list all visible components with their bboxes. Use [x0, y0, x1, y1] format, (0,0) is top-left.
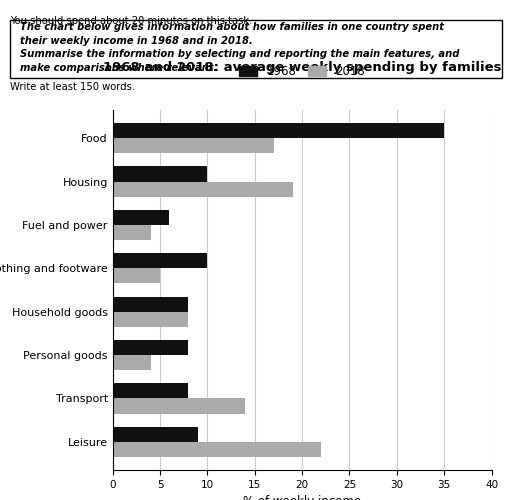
Bar: [113, 182, 293, 196]
Bar: [113, 253, 207, 268]
Text: You should spend about 20 minutes on this task.: You should spend about 20 minutes on thi…: [10, 16, 252, 26]
Bar: [113, 296, 188, 312]
Legend: 1968, 2018: 1968, 2018: [234, 60, 370, 82]
Bar: [113, 426, 198, 442]
Bar: [113, 138, 273, 154]
Bar: [113, 268, 160, 283]
Bar: [113, 210, 169, 225]
Bar: [113, 123, 444, 138]
Bar: [113, 166, 207, 182]
Text: Summarise the information by selecting and reporting the main features, and
make: Summarise the information by selecting a…: [20, 49, 459, 72]
Bar: [113, 340, 188, 355]
FancyBboxPatch shape: [10, 20, 502, 78]
Text: Write at least 150 words.: Write at least 150 words.: [10, 82, 135, 92]
Bar: [113, 355, 151, 370]
Bar: [113, 442, 321, 457]
Bar: [113, 398, 245, 413]
Bar: [113, 312, 188, 327]
Bar: [113, 384, 188, 398]
Bar: [113, 225, 151, 240]
Text: The chart below gives information about how families in one country spent
their : The chart below gives information about …: [20, 22, 444, 46]
Title: 1968 and 2018: average weekly spending by families: 1968 and 2018: average weekly spending b…: [103, 61, 501, 74]
X-axis label: % of weekly income: % of weekly income: [243, 496, 361, 500]
